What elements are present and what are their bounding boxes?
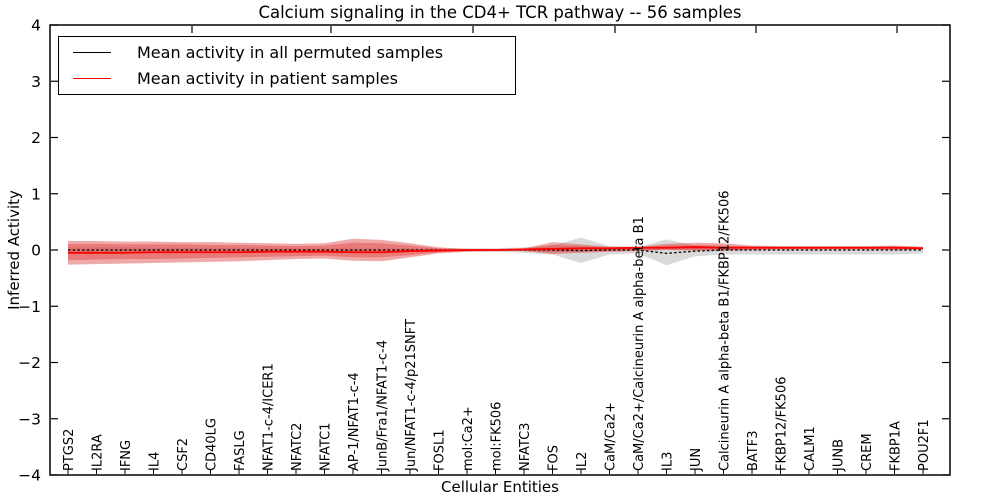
legend-label-patient: Mean activity in patient samples [137, 69, 398, 88]
x-tick-label: CREM [860, 433, 875, 471]
x-tick-label: NFATC2 [290, 423, 305, 471]
x-axis-label: Cellular Entities [441, 478, 559, 496]
x-tick-label: Jun/NFAT1-c-4/p21SNFT [404, 319, 419, 472]
x-tick-label: mol:Ca2+ [461, 406, 476, 471]
x-tick-label: Calcineurin A alpha-beta B1/FKBP12/FK506 [718, 191, 733, 471]
legend-item-patient: Mean activity in patient samples [73, 69, 515, 88]
y-tick-label: −1 [18, 298, 41, 316]
x-tick-label: JUN [689, 448, 704, 472]
x-tick-label: FASLG [233, 430, 248, 471]
x-tick-label: IL2RA [91, 434, 106, 471]
x-tick-label: CaM/Ca2+/Calcineurin A alpha-beta B1 [632, 216, 647, 471]
y-tick-label: 3 [31, 73, 41, 91]
y-tick-label: 1 [31, 185, 41, 203]
x-tick-label: PTGS2 [62, 429, 77, 471]
x-tick-label: JUNB [832, 439, 847, 472]
x-tick-label: IFNG [119, 440, 134, 471]
y-tick-label: 4 [31, 17, 41, 35]
x-tick-label: FKBP1A [889, 421, 904, 471]
y-tick-label: −4 [18, 467, 41, 485]
y-tick-label: 2 [31, 129, 41, 147]
x-tick-label: CALM1 [803, 426, 818, 471]
x-tick-label: CSF2 [176, 438, 191, 471]
x-tick-label: IL4 [148, 452, 163, 471]
x-tick-label: FKBP12/FK506 [775, 377, 790, 472]
y-tick-label: −2 [18, 354, 41, 372]
legend-label-permuted: Mean activity in all permuted samples [137, 43, 444, 62]
chart-title: Calcium signaling in the CD4+ TCR pathwa… [258, 3, 742, 22]
legend-line-red-icon [73, 78, 111, 79]
x-tick-label: IL3 [661, 452, 676, 471]
y-tick-label: 0 [31, 242, 41, 260]
band-patient-range-outer [68, 238, 923, 265]
x-tick-label: CD40LG [205, 418, 220, 471]
band-permuted-range [68, 237, 923, 266]
legend-item-permuted: Mean activity in all permuted samples [73, 43, 515, 62]
x-tick-label: FOSL1 [433, 430, 448, 471]
x-tick-label: AP-1/NFAT1-c-4 [347, 372, 362, 471]
plot-frame [49, 24, 951, 476]
x-tick-label: NFAT1-c-4/ICER1 [262, 363, 277, 471]
legend-box: Mean activity in all permuted samples Me… [58, 36, 516, 95]
line-permuted-mean [68, 249, 923, 255]
x-tick-label: POU2F1 [917, 419, 932, 471]
x-tick-label: JunB/Fra1/NFAT1-c-4 [376, 340, 391, 472]
x-tick-label: BATF3 [746, 431, 761, 472]
x-tick-label: NFATC1 [319, 423, 334, 471]
x-tick-label: CaM/Ca2+ [604, 402, 619, 471]
x-tick-label: FOS [547, 445, 562, 471]
x-tick-label: IL2 [575, 452, 590, 471]
y-axis-label: Inferred Activity [5, 190, 23, 310]
x-tick-label: NFATC3 [518, 423, 533, 471]
y-tick-label: −3 [18, 410, 41, 428]
legend-line-black-icon [73, 52, 111, 53]
line-patient-mean [68, 246, 924, 254]
x-tick-label: mol:FK506 [490, 402, 505, 471]
